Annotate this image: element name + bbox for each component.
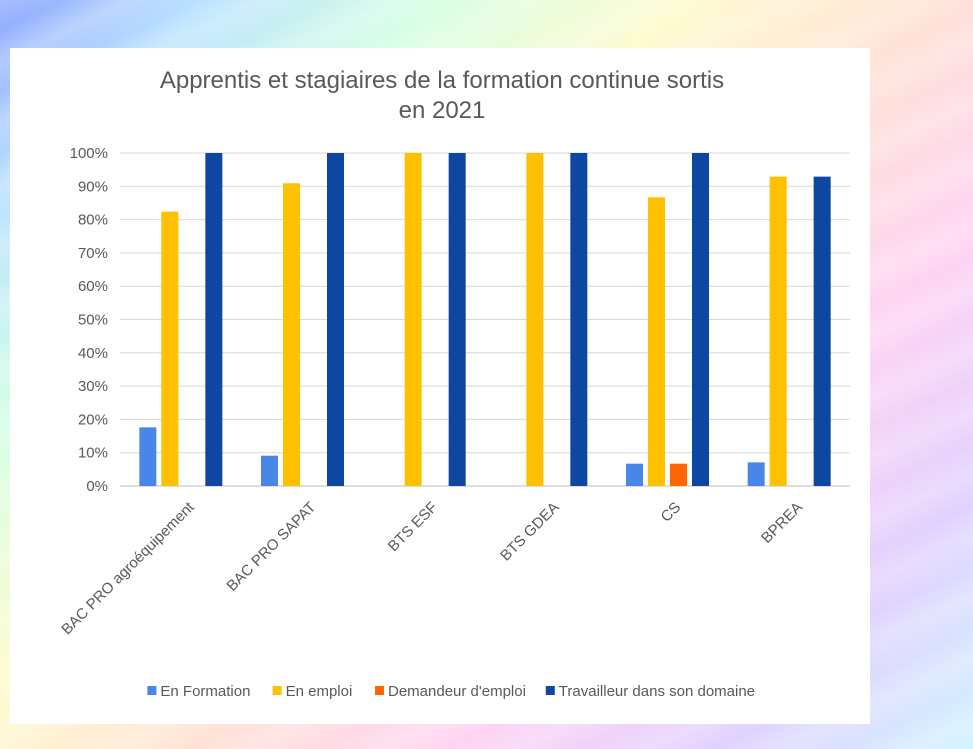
legend-swatch <box>272 686 282 695</box>
bar-en-formation <box>747 462 765 486</box>
x-category-label: BTS ESF <box>385 499 441 555</box>
bar-chart: Apprentis et stagiaires de la formation … <box>58 67 850 700</box>
y-tick-label: 100% <box>70 145 108 162</box>
legend-label: Demandeur d'emploi <box>388 683 526 700</box>
legend-swatch <box>375 686 384 695</box>
chart-title-line-1: Apprentis et stagiaires de la formation … <box>160 67 724 94</box>
legend-label: En Formation <box>160 683 250 700</box>
y-tick-label: 60% <box>78 278 108 295</box>
bar-travailleur-dans-son-domaine <box>448 153 466 486</box>
x-category-label: BTS GDEA <box>497 499 563 565</box>
bar-en-emploi <box>283 183 300 487</box>
bars <box>139 153 831 487</box>
y-tick-label: 40% <box>78 345 108 362</box>
bar-en-formation <box>626 463 643 486</box>
bar-travailleur-dans-son-domaine <box>692 153 709 486</box>
legend-label: En emploi <box>286 683 353 700</box>
bar-travailleur-dans-son-domaine <box>570 153 588 486</box>
y-tick-label: 80% <box>78 212 108 229</box>
chart-panel: Apprentis et stagiaires de la formation … <box>10 48 870 724</box>
y-axis-ticks: 0% 10% 20% 30% 40% 50% 60% 70% 80% 90% 100% <box>70 145 108 495</box>
legend-swatch <box>545 686 555 695</box>
bar-travailleur-dans-son-domaine <box>813 176 831 486</box>
y-tick-label: 70% <box>78 245 108 262</box>
y-tick-label: 20% <box>78 411 108 428</box>
bar-en-formation <box>139 427 157 486</box>
x-category-label: BAC PRO SAPAT <box>223 499 319 595</box>
x-category-label: BAC PRO agroéquipement <box>58 498 198 638</box>
bar-en-emploi <box>769 176 787 486</box>
chart-title: Apprentis et stagiaires de la formation … <box>160 67 724 124</box>
x-category-label: BPREA <box>758 499 806 547</box>
y-tick-label: 50% <box>78 312 108 329</box>
bar-en-formation <box>261 455 278 486</box>
chart-title-line-2: en 2021 <box>399 97 486 124</box>
y-tick-label: 10% <box>78 445 108 462</box>
bar-en-emploi <box>526 153 544 486</box>
x-category-label: CS <box>658 499 685 526</box>
y-tick-label: 30% <box>78 378 108 395</box>
bar-en-emploi <box>161 211 179 486</box>
bar-en-emploi <box>648 197 665 486</box>
x-axis-labels: BAC PRO agroéquipement BAC PRO SAPAT BTS E… <box>58 498 806 638</box>
bar-demandeur-d-emploi <box>670 463 687 486</box>
y-tick-label: 90% <box>78 178 108 195</box>
bar-en-emploi <box>404 153 422 486</box>
y-tick-label: 0% <box>86 478 108 495</box>
bar-travailleur-dans-son-domaine <box>327 153 344 486</box>
legend-swatch <box>147 686 157 695</box>
gridlines <box>120 152 850 487</box>
bar-travailleur-dans-son-domaine <box>205 153 223 486</box>
legend-label: Travailleur dans son domaine <box>559 683 755 700</box>
legend: En Formation En emploi Demandeur d'emploi T… <box>147 683 755 700</box>
